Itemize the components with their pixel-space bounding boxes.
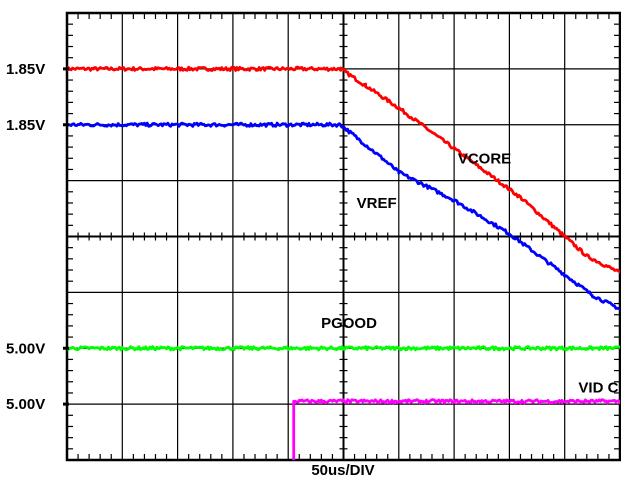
channel-level-label: 1.85V [6, 61, 45, 78]
x-axis-label: 50us/DIV [311, 462, 374, 479]
trace-label: PGOOD [321, 315, 377, 332]
trace-annotations: VCORE VREF PGOOD VID CHANGE [321, 150, 621, 396]
channel-level-label: 1.85V [6, 117, 45, 134]
channel-level-label: 5.00V [6, 340, 45, 357]
traces [67, 65, 620, 460]
trace-label: VREF [357, 195, 397, 212]
graticule [65, 11, 621, 462]
trace-vid-change [83, 398, 620, 460]
trace-vcore [67, 65, 620, 274]
channel-level-label: 5.00V [6, 396, 45, 413]
channel-markers: 1.85V 1.85V 5.00V 5.00V [6, 61, 69, 413]
trace-vref [67, 121, 620, 311]
trace-label: VCORE [458, 150, 511, 167]
trace-pgood [67, 345, 620, 352]
trace-label: VID CHANGE [578, 379, 621, 396]
